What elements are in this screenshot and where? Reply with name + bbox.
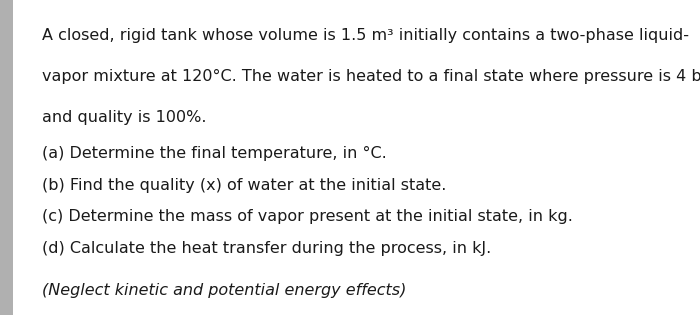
- Text: (Neglect kinetic and potential energy effects): (Neglect kinetic and potential energy ef…: [42, 284, 407, 299]
- Text: vapor mixture at 120°C. The water is heated to a final state where pressure is 4: vapor mixture at 120°C. The water is hea…: [42, 69, 700, 84]
- Text: A closed, rigid tank whose volume is 1.5 m³ initially contains a two-phase liqui: A closed, rigid tank whose volume is 1.5…: [42, 28, 689, 43]
- Text: (a) Determine the final temperature, in °C.: (a) Determine the final temperature, in …: [42, 146, 386, 162]
- Text: and quality is 100%.: and quality is 100%.: [42, 110, 206, 125]
- Bar: [0, 0, 13, 315]
- Text: (c) Determine the mass of vapor present at the initial state, in kg.: (c) Determine the mass of vapor present …: [42, 209, 573, 225]
- Text: (d) Calculate the heat transfer during the process, in kJ.: (d) Calculate the heat transfer during t…: [42, 241, 491, 256]
- Text: (b) Find the quality (x) of water at the initial state.: (b) Find the quality (x) of water at the…: [42, 178, 447, 193]
